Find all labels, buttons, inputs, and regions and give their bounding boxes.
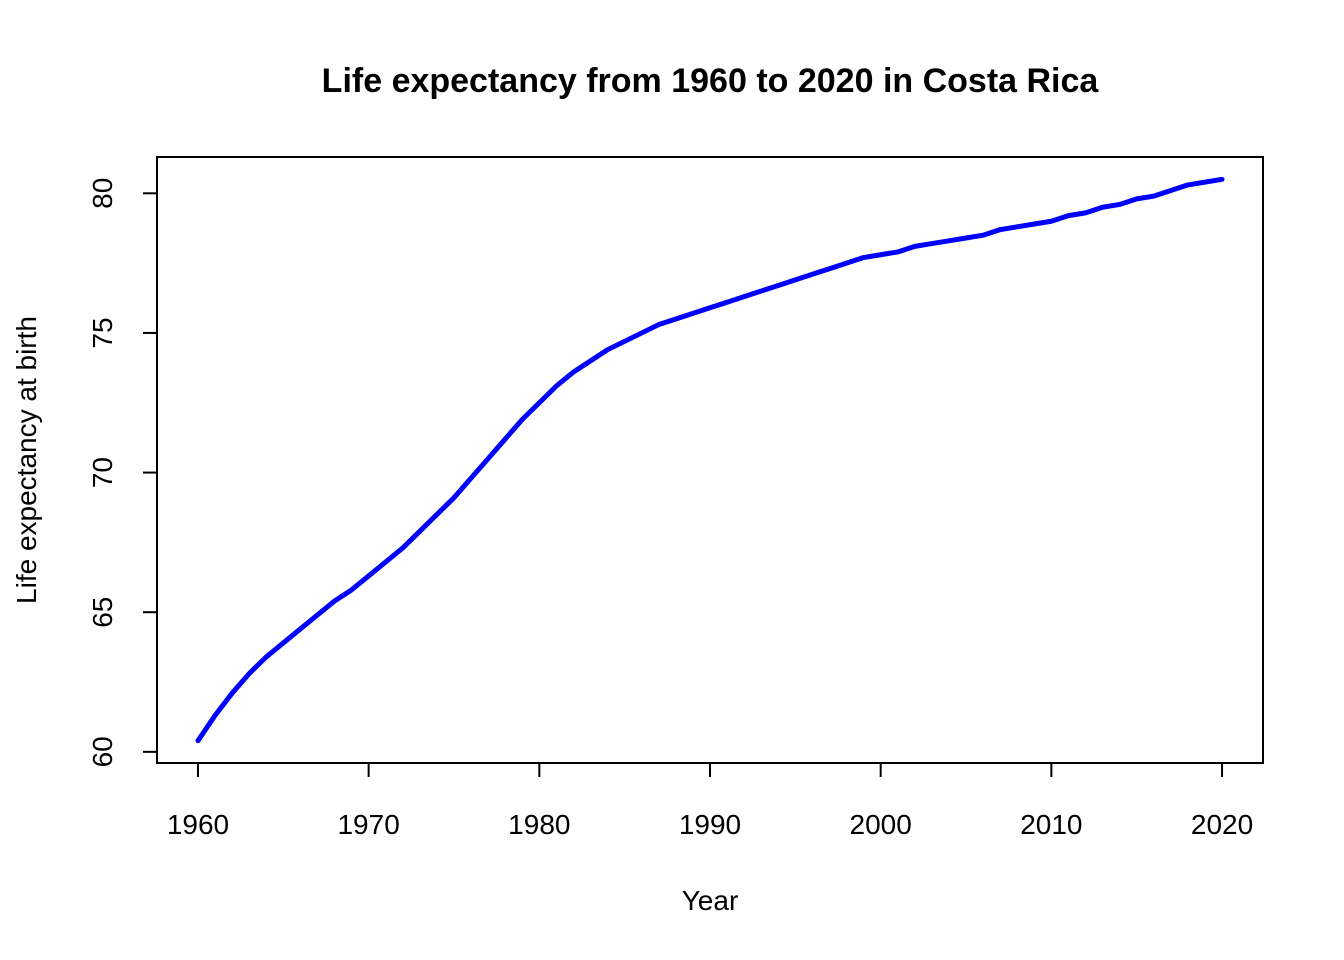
y-tick-label: 75 [87,317,118,348]
y-tick-label: 80 [87,178,118,209]
y-tick-label: 70 [87,457,118,488]
x-tick-label: 1970 [337,809,399,840]
chart-title: Life expectancy from 1960 to 2020 in Cos… [322,62,1100,100]
x-tick-label: 1960 [167,809,229,840]
plot-frame [156,156,1264,764]
x-tick-label: 1980 [508,809,570,840]
x-tick-label: 1990 [679,809,741,840]
y-tick-label: 60 [87,736,118,767]
y-axis-label: Life expectancy at birth [11,316,42,604]
x-axis: 1960 1970 1980 1990 2000 2010 2020 [167,762,1253,840]
x-tick-label: 2000 [850,809,912,840]
x-tick-label: 2010 [1020,809,1082,840]
x-tick-label: 2020 [1191,809,1253,840]
y-axis: 60 65 70 75 80 [87,178,157,767]
y-tick-label: 65 [87,597,118,628]
x-axis-label: Year [682,885,739,916]
series-line-life-expectancy [195,176,1225,744]
